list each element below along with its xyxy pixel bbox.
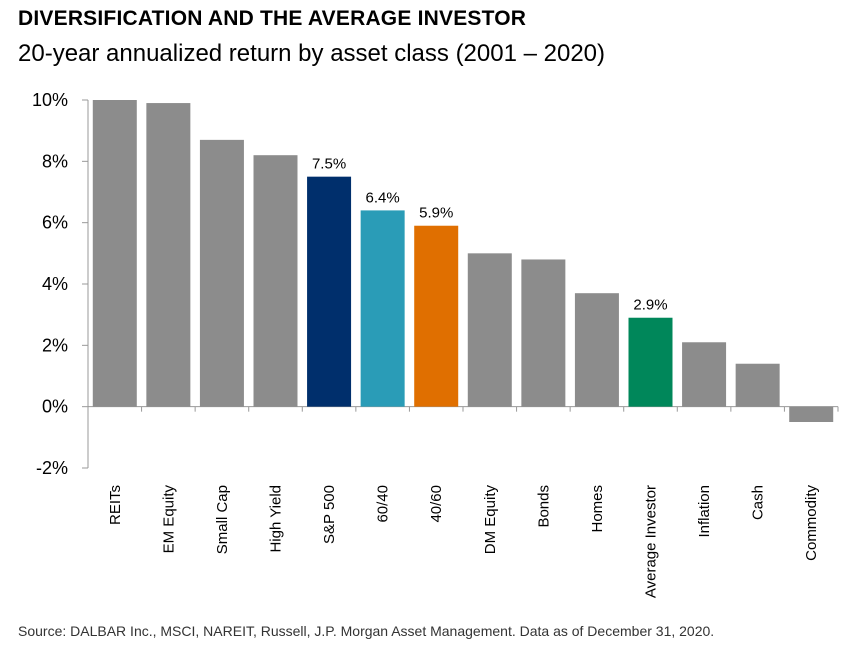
bar <box>467 253 512 407</box>
category-label: Homes <box>589 485 606 533</box>
data-label: 5.9% <box>419 205 453 222</box>
bar <box>682 342 727 407</box>
bar <box>521 259 566 407</box>
bar <box>307 176 352 407</box>
category-label: REITs <box>107 485 124 525</box>
category-label: Cash <box>750 485 767 520</box>
y-tick-label: 6% <box>42 213 68 233</box>
bar <box>199 139 244 407</box>
category-label: Commodity <box>803 485 820 561</box>
y-tick-label: 0% <box>42 397 68 417</box>
bar <box>92 100 137 407</box>
data-label: 6.4% <box>366 189 400 206</box>
chart-title: DIVERSIFICATION AND THE AVERAGE INVESTOR <box>18 7 527 30</box>
bar <box>789 406 834 422</box>
y-tick-label: -2% <box>36 458 68 478</box>
category-label: Average Investor <box>643 485 660 598</box>
data-label: 7.5% <box>312 156 346 173</box>
category-label: Inflation <box>696 485 713 538</box>
y-tick-label: 2% <box>42 335 68 355</box>
bar <box>735 363 780 407</box>
bar <box>360 210 405 407</box>
bar <box>628 317 673 407</box>
source-note: Source: DALBAR Inc., MSCI, NAREIT, Russe… <box>18 623 715 639</box>
category-label: High Yield <box>268 485 285 553</box>
y-tick-label: 4% <box>42 274 68 294</box>
category-label: DM Equity <box>482 485 499 555</box>
y-tick-label: 8% <box>42 151 68 171</box>
bar-chart: -2% 0% 2% 4% 6% 8% 10% REITs EM Equity Small Cap H… <box>32 90 839 598</box>
category-label: Bonds <box>535 485 552 528</box>
category-label: Small Cap <box>214 485 231 554</box>
category-label: 40/60 <box>428 485 445 523</box>
bar <box>146 103 191 407</box>
bar <box>414 225 459 407</box>
bar <box>253 155 298 407</box>
data-label: 2.9% <box>633 297 667 314</box>
bar <box>574 293 619 407</box>
category-label: 60/40 <box>375 485 392 523</box>
category-label: EM Equity <box>160 485 177 554</box>
y-tick-label: 10% <box>32 90 68 110</box>
chart-subtitle: 20-year annualized return by asset class… <box>18 40 606 67</box>
category-label: S&P 500 <box>321 485 338 544</box>
